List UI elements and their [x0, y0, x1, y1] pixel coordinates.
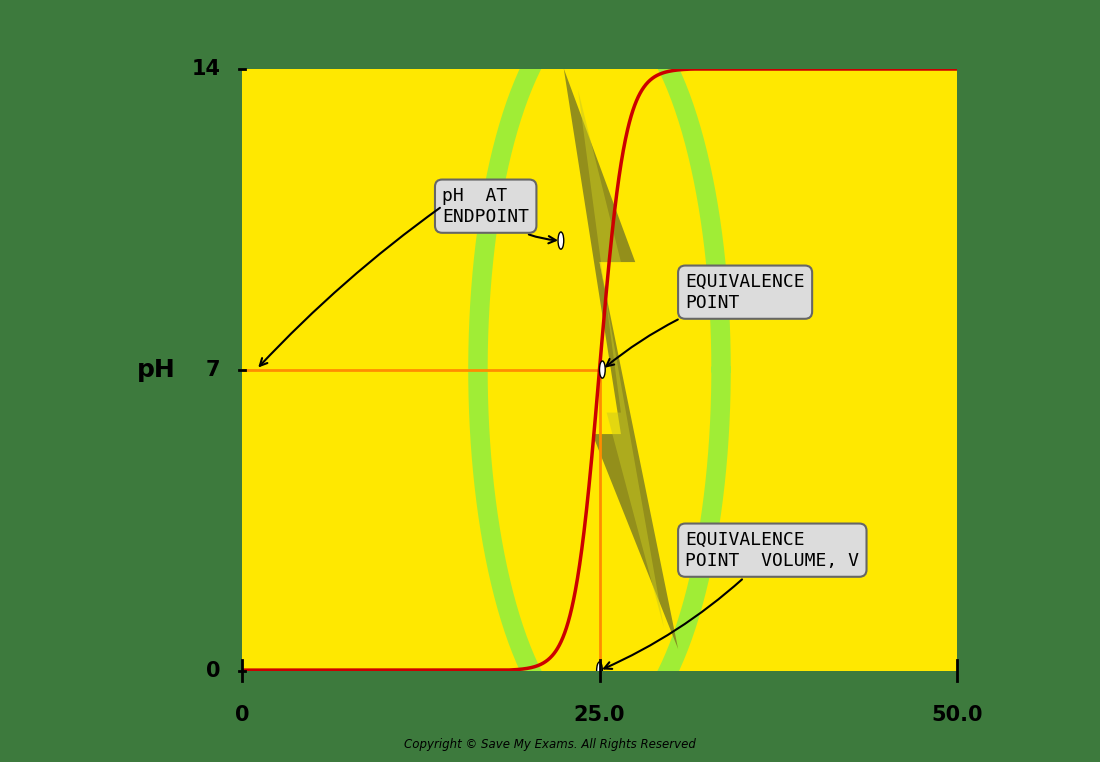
Polygon shape	[579, 90, 664, 628]
Circle shape	[558, 232, 564, 249]
Text: 7: 7	[206, 360, 220, 379]
Text: Copyright © Save My Exams. All Rights Reserved: Copyright © Save My Exams. All Rights Re…	[404, 738, 696, 751]
Text: EQUIVALENCE
POINT  VOLUME, V: EQUIVALENCE POINT VOLUME, V	[604, 531, 859, 669]
Text: 0: 0	[234, 705, 250, 725]
Text: 50.0: 50.0	[932, 705, 982, 725]
Polygon shape	[563, 69, 678, 649]
Circle shape	[596, 662, 603, 679]
Text: 25.0: 25.0	[574, 705, 625, 725]
Text: 14: 14	[191, 59, 220, 78]
Text: EQUIVALENCE
POINT: EQUIVALENCE POINT	[606, 273, 805, 367]
Text: pH: pH	[136, 357, 176, 382]
Circle shape	[600, 361, 605, 378]
Text: pH  AT
ENDPOINT: pH AT ENDPOINT	[442, 187, 556, 243]
Text: 0: 0	[206, 661, 220, 680]
